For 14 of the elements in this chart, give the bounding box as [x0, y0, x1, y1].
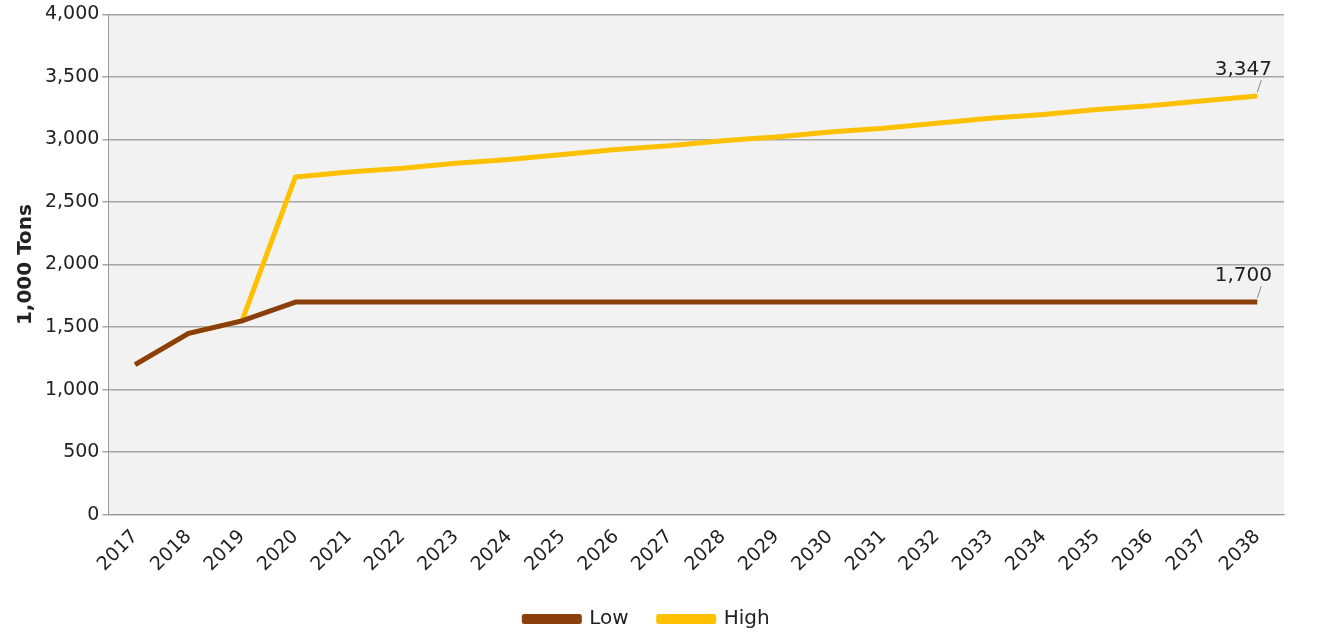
legend-label: Low	[589, 605, 629, 630]
y-tick-label: 2,500	[44, 188, 100, 211]
y-tick-label: 1,000	[44, 376, 100, 399]
y-tick-label: 3,500	[44, 63, 100, 86]
y-axis-title: 1,000 Tons	[12, 204, 37, 326]
y-tick-label: 0	[87, 501, 100, 524]
y-tick-label: 500	[63, 439, 100, 462]
y-tick-label: 2,000	[44, 251, 100, 274]
data-label: 1,700	[1214, 262, 1272, 287]
y-tick-label: 3,000	[44, 126, 100, 149]
data-label: 3,347	[1214, 56, 1272, 81]
legend-label: High	[723, 605, 770, 630]
y-tick-label: 1,500	[44, 314, 100, 337]
y-tick-label: 4,000	[44, 1, 100, 24]
